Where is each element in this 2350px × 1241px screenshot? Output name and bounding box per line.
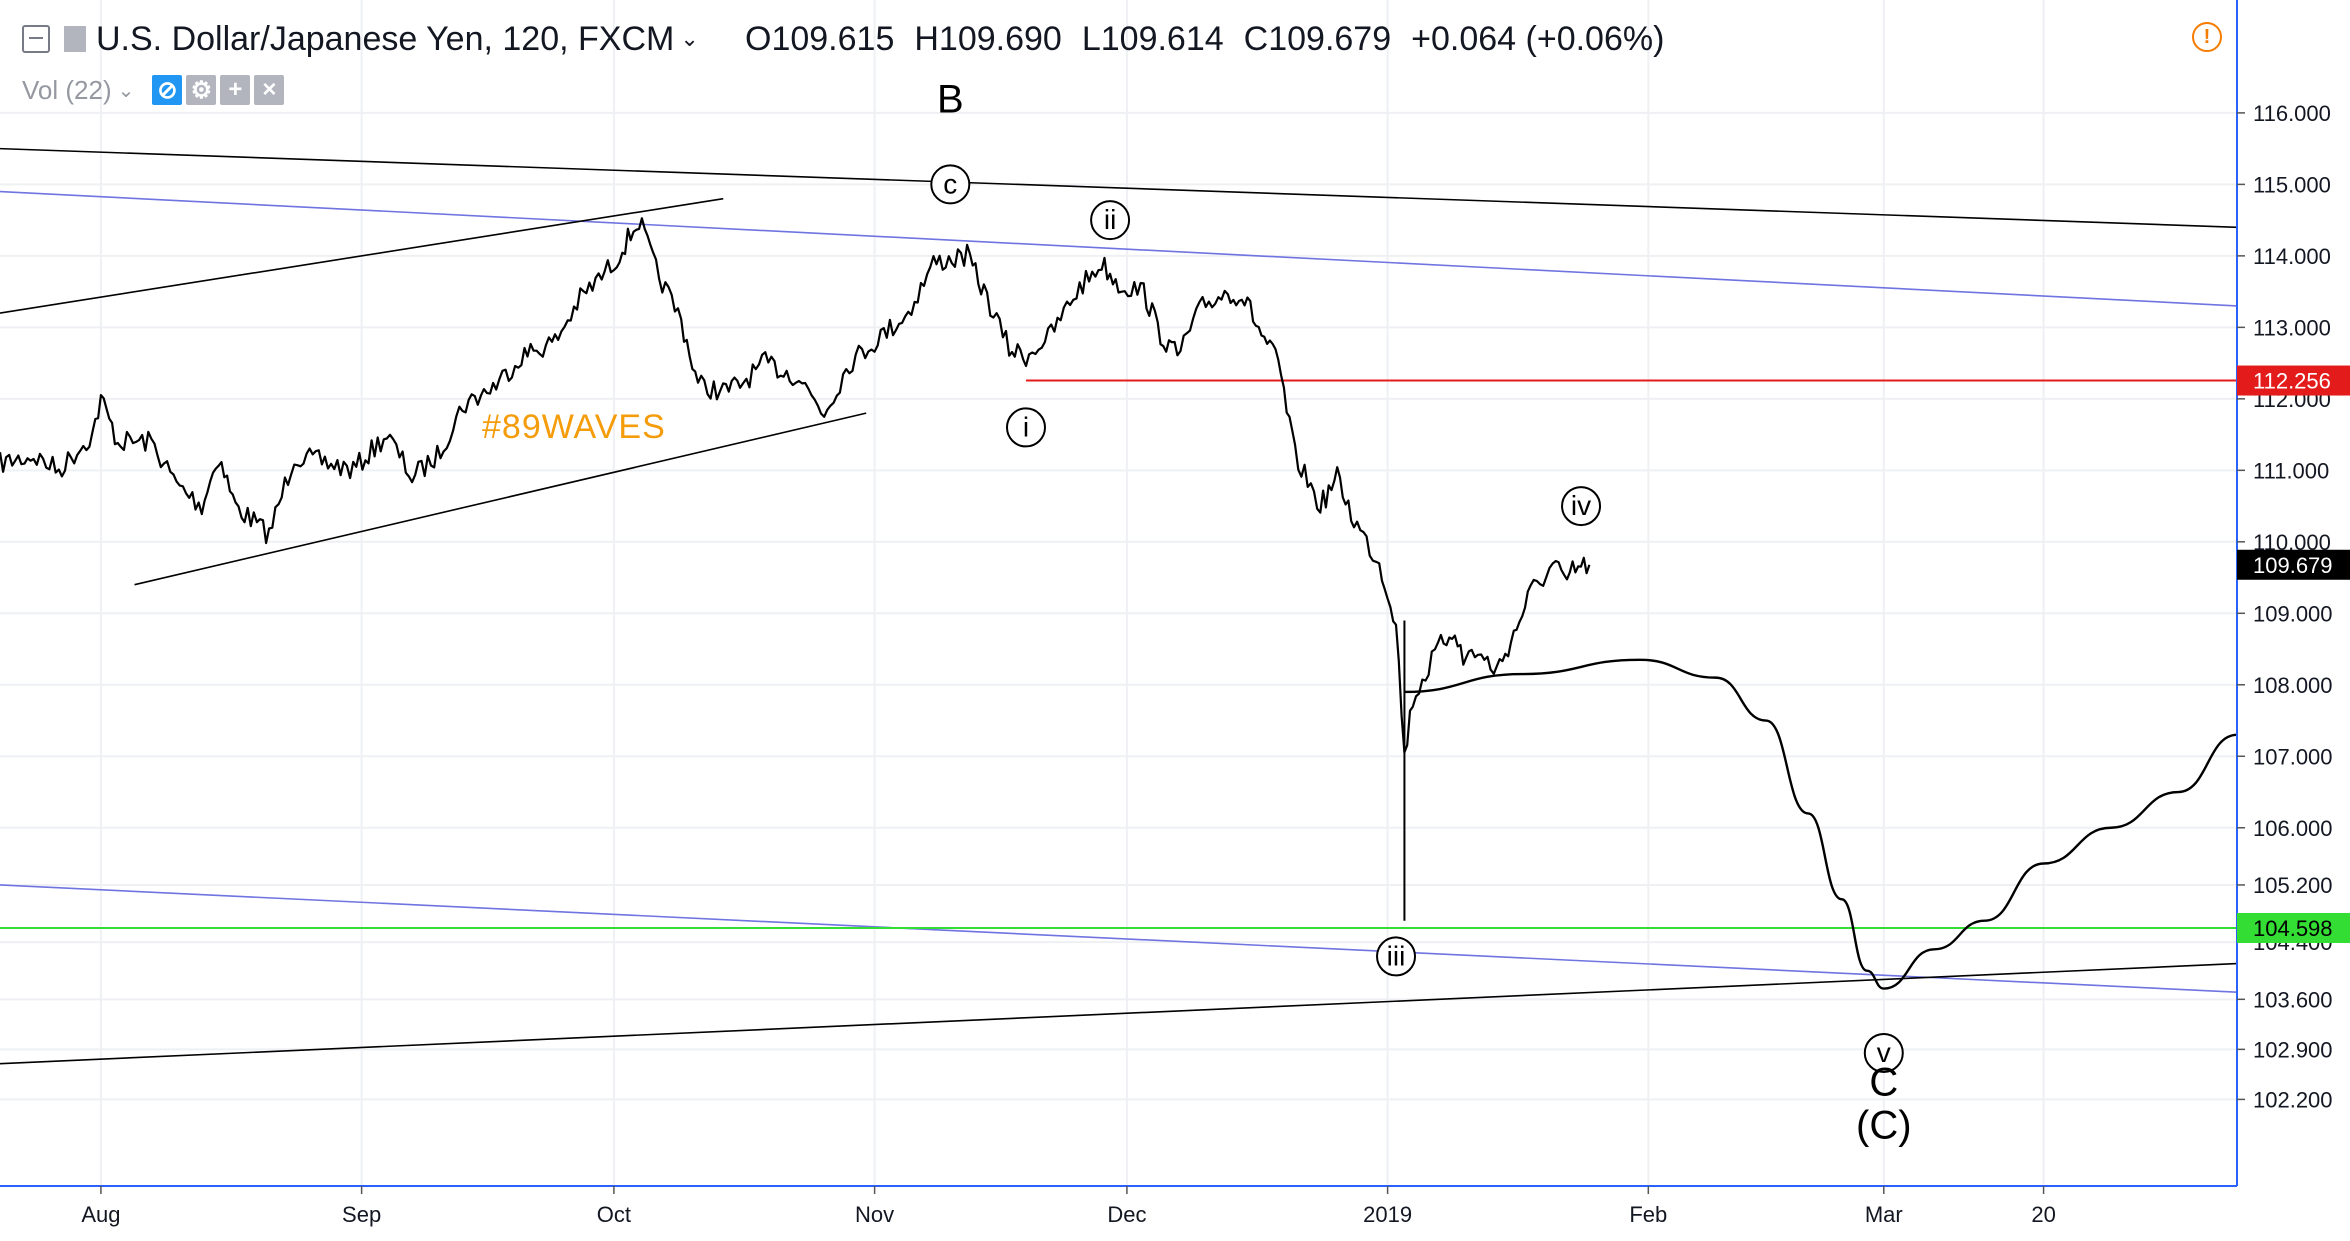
wave-label-C: C [1869,1061,1898,1105]
wave-text: iv [1571,490,1591,521]
wave-circle [1863,1032,1904,1073]
chevron-down-icon[interactable]: ⌄ [680,26,699,51]
watermark-text: #89WAVES [482,408,666,446]
close-x-icon[interactable]: × [254,75,285,105]
symbol-square-icon [64,26,86,52]
high-label: H [914,19,939,58]
wave-text: v [1877,1037,1891,1068]
wave-text: c [943,168,957,199]
volume-indicator[interactable]: Vol (22) ⌄ ⊘ ⚙ + × [22,70,285,110]
projection-path [1404,658,2238,990]
x-tick-label: Aug [81,1202,120,1227]
trend-line [0,197,724,314]
alert-icon[interactable]: ! [2192,22,2222,52]
wave-text: i [1023,411,1029,442]
y-tick-label: 109.000 [2253,601,2333,626]
y-tick-label: 103.600 [2253,987,2333,1012]
settings-gear-icon[interactable]: ⚙ [186,75,217,105]
wave-text: C [1869,1061,1898,1105]
price-tag-text: 112.256 [2253,369,2331,394]
y-tick-label: 116.000 [2253,101,2331,126]
y-tick-label: 114.000 [2253,244,2331,269]
wave-label-i: i [1005,407,1046,448]
price-axis-bg [2237,0,2350,1236]
x-tick-label: Nov [855,1202,894,1227]
y-tick-label: 107.000 [2253,744,2333,769]
x-tick-label: Sep [342,1202,381,1227]
y-tick-label: 113.000 [2253,315,2331,340]
wave-label-iii: iii [1376,936,1417,977]
y-tick-label: 115.000 [2253,172,2331,197]
price-tag-bg [2237,549,2350,580]
price-tag-text: 104.598 [2253,916,2333,941]
wave-label-c: c [930,164,971,205]
channel-line [0,190,2238,307]
visibility-off-icon[interactable]: ⊘ [152,75,183,105]
add-plus-icon[interactable]: + [220,75,251,105]
wave-circle [930,164,971,205]
wave-label-C: (C) [1856,1103,1912,1147]
y-tick-label: 102.200 [2253,1087,2333,1112]
open-label: O [745,19,772,58]
y-tick-label: 111.000 [2253,458,2329,483]
open-value: 109.615 [771,19,895,58]
chevron-down-icon[interactable]: ⌄ [117,79,135,102]
wave-text: (C) [1856,1103,1912,1147]
y-tick-label: 105.200 [2253,873,2333,898]
high-value: 109.690 [938,19,1062,58]
x-tick-label: Mar [1865,1202,1903,1227]
wave-text: iii [1387,940,1406,971]
wave-circle [1005,407,1046,448]
x-tick-label: Feb [1629,1202,1667,1227]
trend-line [134,412,867,586]
collapse-icon[interactable] [22,25,50,53]
y-tick-label: 102.900 [2253,1037,2333,1062]
low-value: 109.614 [1100,19,1224,58]
x-tick-label: 2019 [1363,1202,1412,1227]
volume-label: Vol (22) [22,74,112,105]
price-tag-bg [2237,912,2350,943]
wave-circle [1561,486,1602,527]
legend-header: U.S. Dollar/Japanese Yen, 120, FXCM ⌄ [22,14,699,64]
channel-line [0,884,2238,993]
wave-label-ii: ii [1090,200,1131,241]
trend-line [0,962,2238,1065]
x-tick-label: 20 [2031,1202,2055,1227]
low-label: L [1081,19,1101,58]
y-tick-label: 106.000 [2253,816,2333,841]
price-tag-bg [2237,365,2350,396]
price-tag-text: 109.679 [2253,553,2333,578]
x-tick-label: Oct [597,1202,631,1227]
wave-label-iv: iv [1561,486,1602,527]
wave-text: ii [1104,204,1116,235]
x-tick-label: Dec [1107,1202,1146,1227]
wave-label-B: B [937,78,964,122]
last-price-tag: 109.679 [2237,549,2350,580]
close-value: 109.679 [1268,19,1392,58]
change-value: +0.064 (+0.06%) [1411,19,1665,58]
symbol-title[interactable]: U.S. Dollar/Japanese Yen, 120, FXCM [96,19,675,58]
y-tick-label: 108.000 [2253,673,2333,698]
wave-circle [1090,200,1131,241]
ohlc-values: O 109.615 H 109.690 L 109.614 C 109.679 … [745,14,1664,64]
wave-text: B [937,78,964,122]
support-price-tag: 104.598 [2237,912,2350,943]
wave-label-v: v [1863,1032,1904,1073]
trend-line [0,147,2238,229]
wave-circle [1376,936,1417,977]
price-series [0,217,1591,754]
time-axis-bg [0,1186,2237,1236]
close-label: C [1243,19,1269,58]
resistance-price-tag: 112.256 [2237,365,2350,396]
